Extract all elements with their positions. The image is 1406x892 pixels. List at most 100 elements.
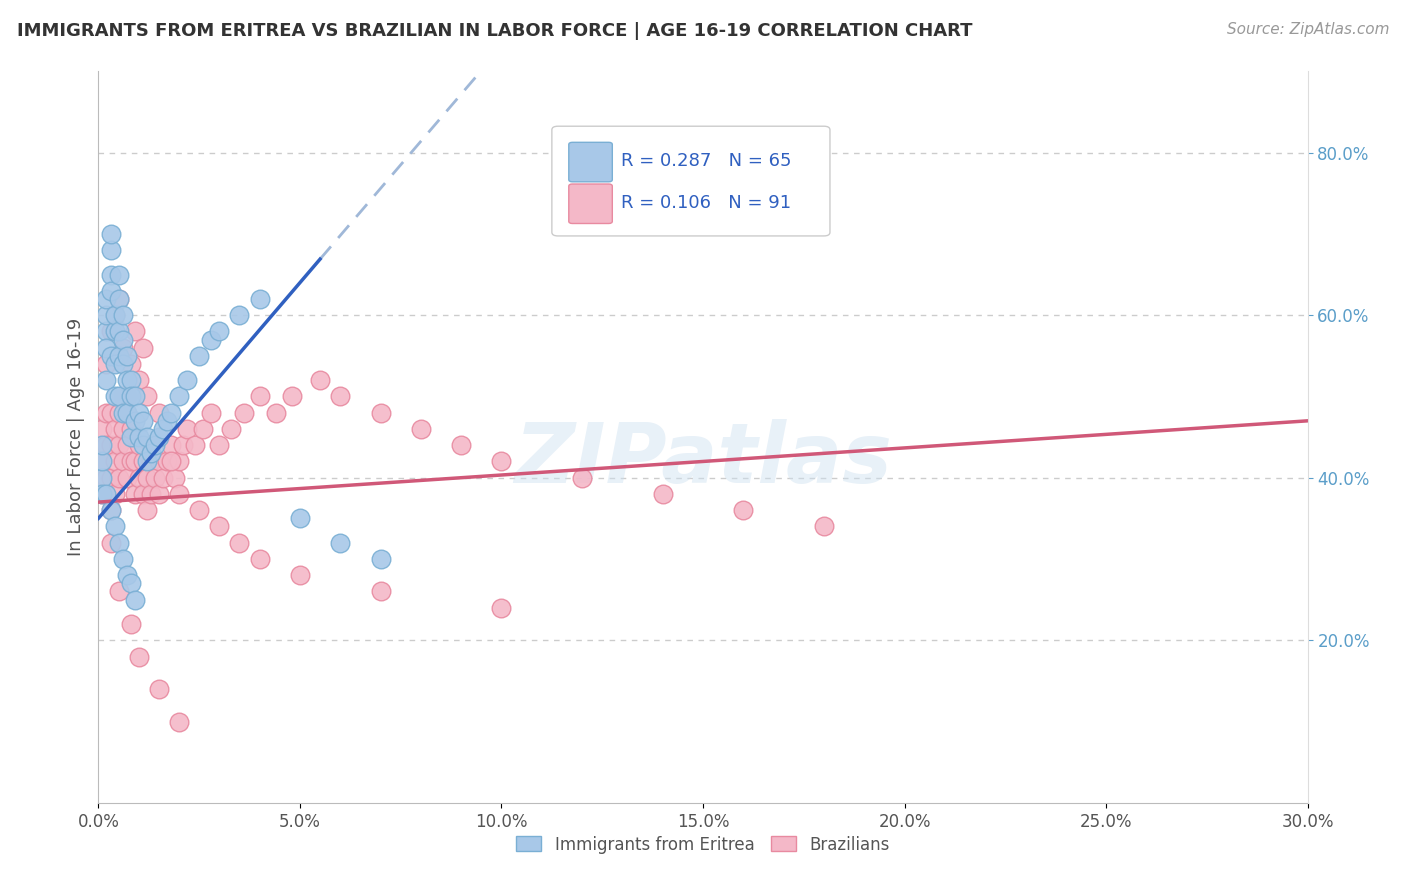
Point — [124, 325, 146, 339]
Point — [124, 414, 146, 428]
Text: ZIPatlas: ZIPatlas — [515, 418, 891, 500]
Point — [100, 503, 122, 517]
Point — [91, 454, 114, 468]
Point — [288, 568, 311, 582]
Point — [96, 292, 118, 306]
Point — [135, 454, 157, 468]
Point — [228, 535, 250, 549]
Point — [107, 389, 129, 403]
Point — [100, 243, 122, 257]
Point — [96, 341, 118, 355]
Point — [184, 438, 207, 452]
Point — [156, 454, 179, 468]
Point — [107, 349, 129, 363]
Point — [208, 438, 231, 452]
Point — [128, 438, 150, 452]
Point — [176, 422, 198, 436]
Point — [152, 422, 174, 436]
Point — [96, 308, 118, 322]
Point — [124, 592, 146, 607]
Point — [107, 584, 129, 599]
Point — [100, 503, 122, 517]
Point — [228, 308, 250, 322]
Legend: Immigrants from Eritrea, Brazilians: Immigrants from Eritrea, Brazilians — [509, 829, 897, 860]
Point — [208, 519, 231, 533]
Point — [571, 471, 593, 485]
Point — [491, 600, 513, 615]
Point — [188, 349, 211, 363]
Point — [200, 333, 222, 347]
Point — [100, 349, 122, 363]
Text: IMMIGRANTS FROM ERITREA VS BRAZILIAN IN LABOR FORCE | AGE 16-19 CORRELATION CHAR: IMMIGRANTS FROM ERITREA VS BRAZILIAN IN … — [17, 22, 973, 40]
Point — [148, 487, 170, 501]
Point — [409, 422, 432, 436]
Point — [103, 422, 125, 436]
Point — [124, 454, 146, 468]
Point — [491, 454, 513, 468]
Point — [111, 308, 134, 322]
Point — [115, 349, 138, 363]
Point — [120, 389, 142, 403]
Point — [111, 357, 134, 371]
Point — [91, 438, 114, 452]
Point — [103, 519, 125, 533]
Point — [91, 471, 114, 485]
Point — [288, 511, 311, 525]
Point — [160, 454, 183, 468]
Point — [132, 341, 155, 355]
Point — [232, 406, 254, 420]
Point — [450, 438, 472, 452]
Point — [172, 438, 194, 452]
Point — [148, 454, 170, 468]
Point — [163, 471, 186, 485]
Point — [167, 487, 190, 501]
Point — [96, 438, 118, 452]
Point — [132, 487, 155, 501]
Point — [329, 535, 352, 549]
Point — [132, 438, 155, 452]
Point — [370, 552, 392, 566]
Point — [651, 487, 673, 501]
Point — [139, 438, 162, 452]
Point — [111, 333, 134, 347]
Point — [188, 503, 211, 517]
Point — [96, 471, 118, 485]
Point — [100, 227, 122, 241]
Point — [100, 325, 122, 339]
Point — [120, 576, 142, 591]
Point — [115, 373, 138, 387]
Point — [120, 454, 142, 468]
Text: R = 0.106   N = 91: R = 0.106 N = 91 — [621, 194, 792, 212]
Point — [103, 308, 125, 322]
Point — [91, 487, 114, 501]
Point — [100, 406, 122, 420]
Point — [96, 373, 118, 387]
Point — [100, 535, 122, 549]
Point — [100, 471, 122, 485]
Point — [107, 535, 129, 549]
Point — [193, 422, 215, 436]
Point — [96, 487, 118, 501]
FancyBboxPatch shape — [569, 184, 613, 224]
Point — [91, 422, 114, 436]
Point — [135, 503, 157, 517]
Point — [128, 649, 150, 664]
FancyBboxPatch shape — [551, 126, 830, 235]
Point — [115, 568, 138, 582]
Point — [128, 373, 150, 387]
Point — [107, 325, 129, 339]
Point — [115, 406, 138, 420]
Point — [132, 414, 155, 428]
Point — [107, 292, 129, 306]
Point — [135, 389, 157, 403]
Point — [148, 681, 170, 696]
Point — [148, 406, 170, 420]
Point — [107, 471, 129, 485]
Point — [103, 357, 125, 371]
Point — [249, 292, 271, 306]
Point — [111, 389, 134, 403]
Point — [208, 325, 231, 339]
Point — [103, 325, 125, 339]
Point — [309, 373, 332, 387]
FancyBboxPatch shape — [569, 143, 613, 182]
